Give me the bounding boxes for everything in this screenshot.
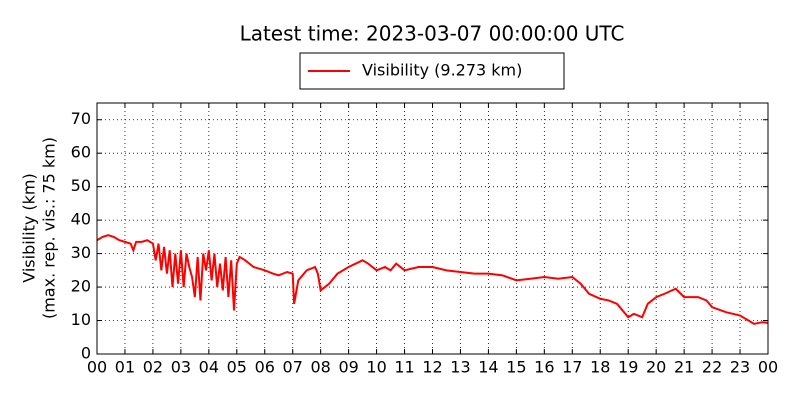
y-axis-label: (max. rep. vis.: 75 km) xyxy=(40,137,59,319)
x-tick-label: 20 xyxy=(646,358,666,377)
y-tick-label: 70 xyxy=(71,109,91,128)
y-tick-label: 30 xyxy=(71,243,91,262)
chart-title: Latest time: 2023-03-07 00:00:00 UTC xyxy=(240,22,625,46)
x-tick-label: 03 xyxy=(171,358,191,377)
legend-label: Visibility (9.273 km) xyxy=(362,61,522,80)
x-tick-label: 00 xyxy=(758,358,778,377)
x-tick-label: 15 xyxy=(506,358,526,377)
x-tick-label: 11 xyxy=(394,358,414,377)
x-tick-label: 16 xyxy=(534,358,554,377)
plot-frame xyxy=(96,102,769,355)
x-tick-label: 08 xyxy=(310,358,330,377)
x-tick-label: 01 xyxy=(115,358,135,377)
x-tick-label: 22 xyxy=(702,358,722,377)
x-tick-label: 07 xyxy=(283,358,303,377)
y-tick-label: 50 xyxy=(71,176,91,195)
x-tick-label: 13 xyxy=(450,358,470,377)
y-tick-label: 10 xyxy=(71,310,91,329)
y-tick-label: 0 xyxy=(81,344,91,363)
x-tick-label: 02 xyxy=(143,358,163,377)
y-tick-label: 40 xyxy=(71,210,91,229)
x-tick-label: 05 xyxy=(227,358,247,377)
x-tick-label: 09 xyxy=(338,358,358,377)
y-axis-label: Visibility (km) xyxy=(20,173,39,282)
x-tick-label: 12 xyxy=(422,358,442,377)
y-tick-label: 20 xyxy=(71,277,91,296)
y-tick-label: 60 xyxy=(71,143,91,162)
x-tick-label: 19 xyxy=(618,358,638,377)
x-tick-label: 06 xyxy=(255,358,275,377)
x-tick-label: 23 xyxy=(730,358,750,377)
x-tick-label: 14 xyxy=(478,358,498,377)
x-tick-label: 18 xyxy=(590,358,610,377)
line xyxy=(96,234,769,325)
x-tick-label: 17 xyxy=(562,358,582,377)
x-tick-label: 21 xyxy=(674,358,694,377)
x-tick-label: 00 xyxy=(87,358,107,377)
x-tick-label: 10 xyxy=(366,358,386,377)
x-tick-label: 04 xyxy=(199,358,219,377)
